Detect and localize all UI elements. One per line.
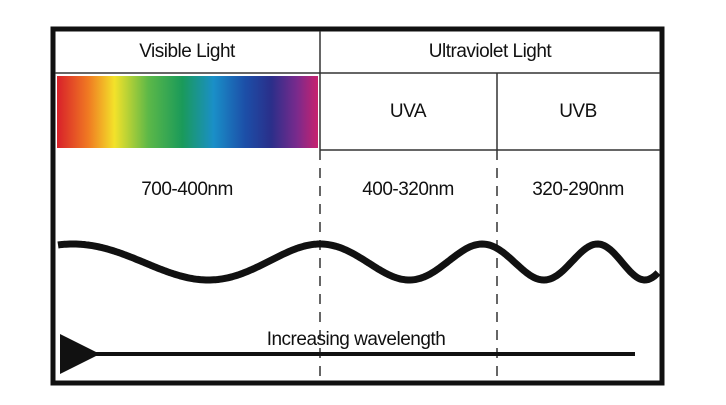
range-label: 700-400nm (141, 179, 233, 200)
header-label: Ultraviolet Light (429, 41, 553, 62)
visible-spectrum (57, 76, 318, 148)
range-label: 320-290nm (532, 179, 624, 200)
header-label: Visible Light (139, 41, 236, 62)
arrow-label: Increasing wavelength (267, 329, 446, 350)
band-label: UVA (390, 101, 427, 122)
frame (50, 26, 665, 386)
wave (56, 240, 661, 284)
range-label: 400-320nm (362, 179, 454, 200)
band-label: UVB (559, 101, 597, 122)
